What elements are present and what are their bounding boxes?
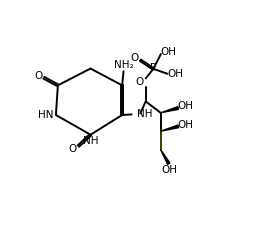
Text: OH: OH bbox=[178, 120, 193, 130]
Text: O: O bbox=[136, 77, 144, 87]
Text: HN: HN bbox=[38, 110, 53, 120]
Text: O: O bbox=[34, 71, 42, 81]
Polygon shape bbox=[161, 125, 179, 131]
Text: O: O bbox=[131, 53, 139, 63]
Text: OH: OH bbox=[162, 165, 178, 175]
Polygon shape bbox=[161, 150, 170, 164]
Text: OH: OH bbox=[178, 101, 193, 111]
Text: OH: OH bbox=[160, 47, 176, 57]
Polygon shape bbox=[161, 107, 179, 113]
Text: P: P bbox=[150, 63, 156, 73]
Text: OH: OH bbox=[167, 69, 183, 79]
Text: NH₂: NH₂ bbox=[114, 60, 133, 70]
Text: O: O bbox=[69, 144, 77, 154]
Text: NH: NH bbox=[83, 137, 98, 146]
Text: NH: NH bbox=[136, 109, 152, 119]
